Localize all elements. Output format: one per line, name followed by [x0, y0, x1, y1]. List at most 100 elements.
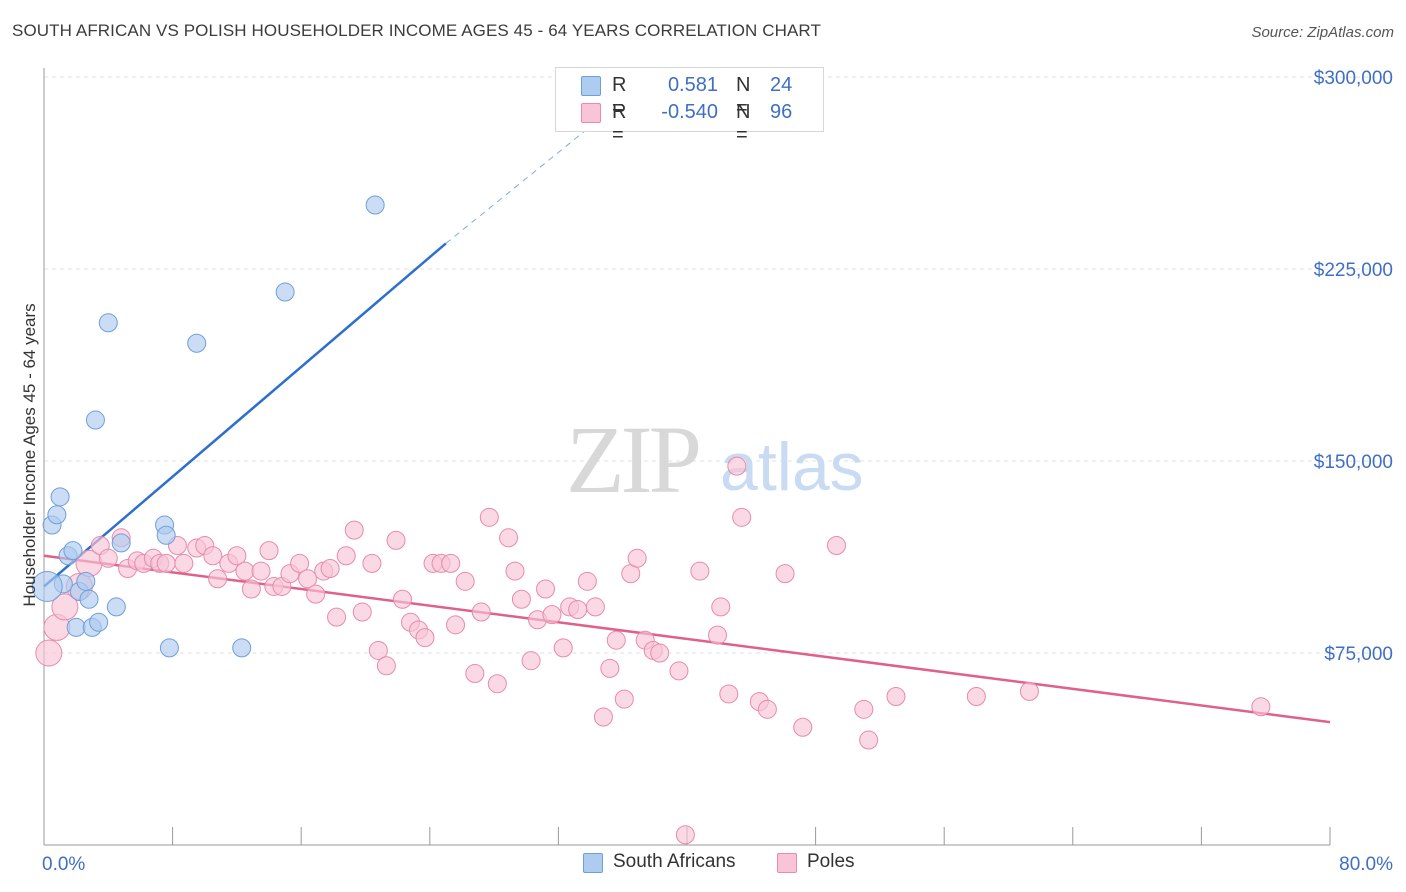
y-tick-label: $225,000 [1314, 260, 1393, 281]
point-south-africans [31, 570, 63, 602]
y-tick-labels: $75,000 $150,000 $225,000 $300,000 [1314, 68, 1393, 665]
legend-swatch-poles [777, 853, 797, 873]
point-poles [306, 584, 326, 604]
point-poles [465, 663, 485, 683]
point-poles [966, 687, 986, 707]
point-poles [98, 548, 118, 568]
point-poles [690, 561, 710, 581]
point-poles [650, 643, 670, 663]
watermark: ZIP atlas [566, 406, 864, 513]
point-poles [614, 689, 634, 709]
point-poles [542, 605, 562, 625]
point-poles [826, 535, 846, 555]
point-poles [499, 528, 519, 548]
point-south-africans [106, 597, 126, 617]
point-poles [708, 625, 728, 645]
y-tick-label: $75,000 [1324, 644, 1393, 665]
point-south-africans [159, 638, 179, 658]
point-poles [376, 656, 396, 676]
point-poles [51, 593, 79, 621]
point-poles [505, 561, 525, 581]
trend-lines [43, 74, 1331, 724]
y-tick-label: $300,000 [1314, 68, 1393, 89]
point-south-africans [79, 589, 99, 609]
point-poles [553, 638, 573, 658]
point-south-africans [156, 525, 176, 545]
point-poles [336, 546, 356, 566]
point-poles [392, 589, 412, 609]
point-poles [203, 546, 223, 566]
point-poles [441, 553, 461, 573]
stats-box: R = 0.581 N = 24 R = -0.540 N = 96 [555, 67, 824, 146]
point-poles [886, 687, 906, 707]
point-poles [606, 630, 626, 650]
point-poles [344, 520, 364, 540]
point-south-africans [232, 638, 252, 658]
point-poles [227, 546, 247, 566]
point-poles [327, 607, 347, 627]
point-poles [568, 599, 588, 619]
point-poles [1251, 697, 1271, 717]
point-south-africans [89, 612, 109, 632]
point-south-africans [187, 333, 207, 353]
point-poles [1019, 681, 1039, 701]
point-south-africans [63, 541, 83, 561]
x-tick-labels: 0.0% 80.0% [42, 854, 1393, 875]
point-poles [235, 561, 255, 581]
point-poles [854, 699, 874, 719]
trend-line-south-africans [43, 242, 447, 588]
point-south-africans [111, 533, 131, 553]
r-value: -0.540 [661, 101, 718, 123]
point-poles [320, 559, 340, 579]
r-label: R = [612, 74, 627, 119]
point-poles [727, 456, 747, 476]
point-poles [627, 548, 647, 568]
point-poles [174, 553, 194, 573]
point-poles [455, 571, 475, 591]
legend-label: Poles [807, 851, 855, 872]
x-tick-label: 80.0% [1339, 854, 1393, 875]
point-poles [368, 640, 388, 660]
point-poles [719, 684, 739, 704]
source-label: Source: ZipAtlas.com [1251, 24, 1394, 41]
point-poles [793, 717, 813, 737]
n-label: N = [736, 101, 751, 146]
chart-title: SOUTH AFRICAN VS POLISH HOUSEHOLDER INCO… [12, 21, 821, 40]
point-south-africans [50, 487, 70, 507]
point-poles [479, 507, 499, 527]
point-poles [446, 615, 466, 635]
point-poles [577, 571, 597, 591]
y-tick-label: $150,000 [1314, 452, 1393, 473]
y-axis-label: Householder Income Ages 45 - 64 years [20, 303, 39, 607]
point-poles [711, 597, 731, 617]
point-poles [208, 569, 228, 589]
point-poles [669, 661, 689, 681]
n-value: 24 [770, 74, 793, 96]
r-value: 0.581 [667, 74, 718, 96]
point-poles [521, 651, 541, 671]
n-value: 96 [770, 101, 793, 123]
point-poles [593, 707, 613, 727]
point-poles [35, 639, 63, 667]
point-south-africans [66, 617, 86, 637]
point-south-africans [275, 282, 295, 302]
point-south-africans [76, 571, 96, 591]
point-poles [675, 825, 695, 845]
legend-label: South Africans [613, 851, 736, 872]
point-poles [600, 658, 620, 678]
point-poles [156, 553, 176, 573]
point-poles [757, 699, 777, 719]
trend-line-poles [43, 554, 1331, 724]
point-south-africans [365, 195, 385, 215]
n-label: N = [736, 74, 751, 119]
x-tick-label: 0.0% [42, 854, 85, 875]
stats-swatch-south-africans [581, 76, 601, 96]
point-poles [352, 602, 372, 622]
point-poles [386, 530, 406, 550]
point-poles [859, 730, 879, 750]
point-poles [290, 553, 310, 573]
point-poles [259, 541, 279, 561]
point-poles [298, 569, 318, 589]
axes [43, 68, 1331, 846]
